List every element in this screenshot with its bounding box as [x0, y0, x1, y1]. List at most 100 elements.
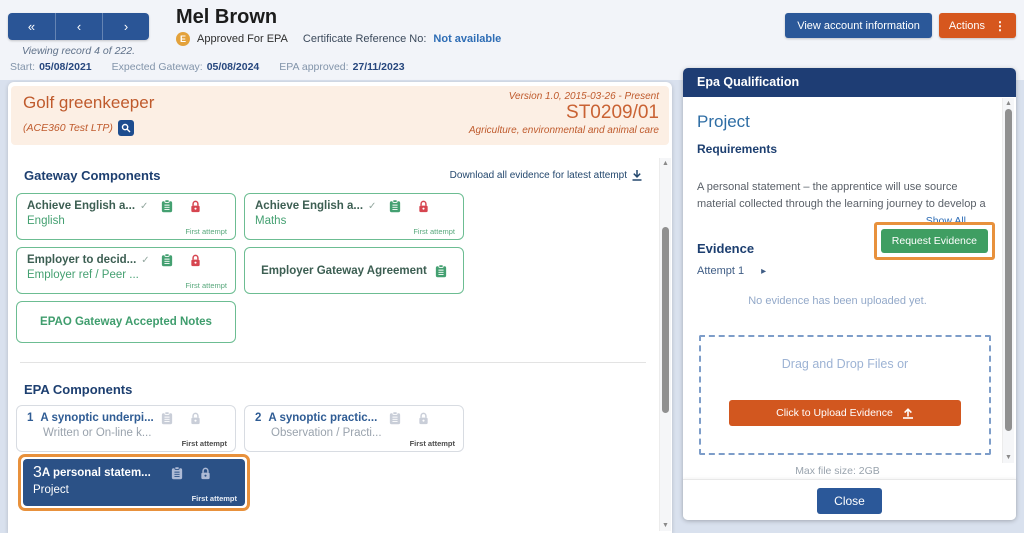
gateway-card-epao-accepted-notes[interactable]: EPAO Gateway Accepted Notes [16, 301, 236, 343]
gateway-components-heading: Gateway Components [24, 168, 161, 183]
epa-card-practical-observation[interactable]: 2 A synoptic practic... Observation / Pr… [244, 405, 464, 452]
evidence-clipboard-icon[interactable] [389, 199, 401, 213]
start-date-value: 05/08/2021 [39, 61, 92, 73]
component-title: A personal statem... [41, 467, 151, 479]
expected-gateway-value: 05/08/2024 [206, 61, 260, 73]
upload-evidence-button[interactable]: Click to Upload Evidence [729, 400, 961, 426]
component-title: A synoptic underpi... [40, 412, 154, 424]
component-number: 2 [255, 412, 262, 424]
standard-code: ST0209/01 [566, 102, 659, 123]
section-divider [20, 362, 646, 363]
panel-title: Epa Qualification [683, 68, 1016, 97]
evidence-heading: Evidence [697, 241, 755, 256]
check-icon: ✓ [140, 200, 149, 212]
component-subtitle: Project [33, 484, 69, 496]
lock-icon[interactable] [190, 254, 201, 267]
component-title: Employer Gateway Agreement [261, 264, 427, 277]
epa-status-text: Approved For EPA [197, 33, 288, 45]
apprentice-record-panel: Golf greenkeeper (ACE360 Test LTP) Versi… [8, 82, 672, 533]
main-scrollbar[interactable]: ▲ ▼ [659, 158, 671, 531]
gateway-card-maths[interactable]: Achieve English a... ✓ Maths First attem… [244, 193, 464, 240]
close-button[interactable]: Close [817, 488, 882, 514]
epa-components-heading: EPA Components [24, 382, 133, 397]
lock-icon [418, 412, 429, 425]
gateway-card-employer-gateway-agreement[interactable]: Employer Gateway Agreement [244, 247, 464, 294]
attempt-label: First attempt [185, 227, 227, 236]
no-evidence-message: No evidence has been uploaded yet. [748, 295, 927, 307]
attempt-selector-label: Attempt 1 [697, 265, 745, 277]
standard-version: Version 1.0, 2015-03-26 - Present [508, 91, 659, 102]
evidence-clipboard-icon[interactable] [171, 466, 183, 480]
previous-record-button[interactable]: ‹ [55, 13, 102, 40]
lock-icon [190, 412, 201, 425]
viewing-record-text: Viewing record 4 of 222. [21, 45, 136, 57]
next-record-button[interactable]: › [102, 13, 149, 40]
component-title: A synoptic practic... [268, 412, 378, 424]
component-subtitle: Observation / Practi... [271, 427, 382, 439]
dropzone-label: Drag and Drop Files or [781, 357, 909, 371]
upload-icon [902, 408, 913, 419]
evidence-clipboard-icon[interactable] [161, 199, 173, 213]
lock-icon[interactable] [190, 200, 201, 213]
lock-icon[interactable] [200, 467, 211, 480]
evidence-clipboard-icon[interactable] [161, 253, 173, 267]
standard-title: Golf greenkeeper [23, 93, 155, 112]
page-title: Mel Brown [176, 6, 278, 28]
file-dropzone[interactable]: Drag and Drop Files or Click to Upload E… [699, 335, 991, 455]
check-icon: ✓ [368, 200, 377, 212]
scroll-up-arrow[interactable]: ▲ [662, 160, 669, 167]
scroll-down-arrow[interactable]: ▼ [1005, 454, 1012, 461]
epa-card-personal-statement-selected[interactable]: 3 A personal statem... Project First att… [23, 459, 245, 506]
evidence-clipboard-icon[interactable] [435, 263, 447, 278]
provider-name: (ACE360 Test LTP) [23, 122, 113, 134]
scrollbar-thumb[interactable] [662, 227, 669, 413]
scroll-down-arrow[interactable]: ▼ [662, 522, 669, 529]
scrollbar-thumb[interactable] [1005, 109, 1012, 431]
component-subtitle: English [27, 215, 65, 227]
epa-qualification-panel: Epa Qualification Project Requirements A… [683, 68, 1016, 520]
attempt-selector[interactable]: Attempt 1 ▸ [697, 265, 766, 277]
panel-footer: Close [683, 479, 1016, 520]
epa-card-knowledge-test[interactable]: 1 A synoptic underpi... Written or On-li… [16, 405, 236, 452]
component-subtitle: Employer ref / Peer ... [27, 269, 139, 281]
requirements-text: A personal statement – the apprentice wi… [697, 181, 986, 211]
max-file-size-text: Max file size: 2GB [795, 465, 880, 477]
epa-approved-label: EPA approved: [279, 61, 349, 73]
first-record-button[interactable]: « [8, 13, 55, 40]
actions-button[interactable]: Actions ⋮ [938, 13, 1016, 38]
download-all-evidence-label: Download all evidence for latest attempt [449, 170, 627, 181]
view-account-information-button[interactable]: View account information [785, 13, 932, 38]
epa-status-badge: E [176, 32, 190, 46]
record-nav: « ‹ › [8, 13, 149, 40]
component-number: 1 [27, 412, 34, 424]
gateway-card-english[interactable]: Achieve English a... ✓ English First att… [16, 193, 236, 240]
status-row: E Approved For EPA Certificate Reference… [176, 32, 501, 46]
expected-gateway-label: Expected Gateway: [111, 61, 203, 73]
component-section-title: Project [697, 112, 750, 131]
component-title: EPAO Gateway Accepted Notes [40, 316, 212, 328]
epa-approved-value: 27/11/2023 [352, 61, 405, 73]
component-title: Employer to decid... [27, 254, 137, 266]
requirements-heading: Requirements [697, 142, 778, 156]
check-icon: ✓ [141, 254, 150, 266]
start-date: Start: 05/08/2021 [10, 61, 92, 73]
key-dates: Start: 05/08/2021 Expected Gateway: 05/0… [10, 61, 405, 73]
download-icon [632, 170, 642, 181]
scroll-up-arrow[interactable]: ▲ [1005, 100, 1012, 107]
panel-scrollbar[interactable]: ▲ ▼ [1002, 98, 1014, 463]
request-evidence-highlight: Request Evidence [873, 222, 995, 260]
request-evidence-button[interactable]: Request Evidence [880, 229, 988, 253]
component-number: 3 [33, 464, 42, 481]
download-all-evidence-link[interactable]: Download all evidence for latest attempt [450, 170, 642, 181]
search-icon[interactable] [117, 120, 134, 136]
gateway-card-employer-reference[interactable]: Employer to decid... ✓ Employer ref / Pe… [16, 247, 236, 294]
certificate-reference-value[interactable]: Not available [433, 33, 502, 45]
attempt-label: First attempt [181, 439, 227, 448]
component-subtitle: Written or On-line k... [43, 427, 152, 439]
expected-gateway-date: Expected Gateway: 05/08/2024 [112, 61, 260, 73]
lock-icon[interactable] [418, 200, 429, 213]
actions-button-label: Actions [948, 19, 985, 32]
start-date-label: Start: [10, 61, 36, 73]
panel-body: Project Requirements A personal statemen… [683, 97, 1016, 480]
